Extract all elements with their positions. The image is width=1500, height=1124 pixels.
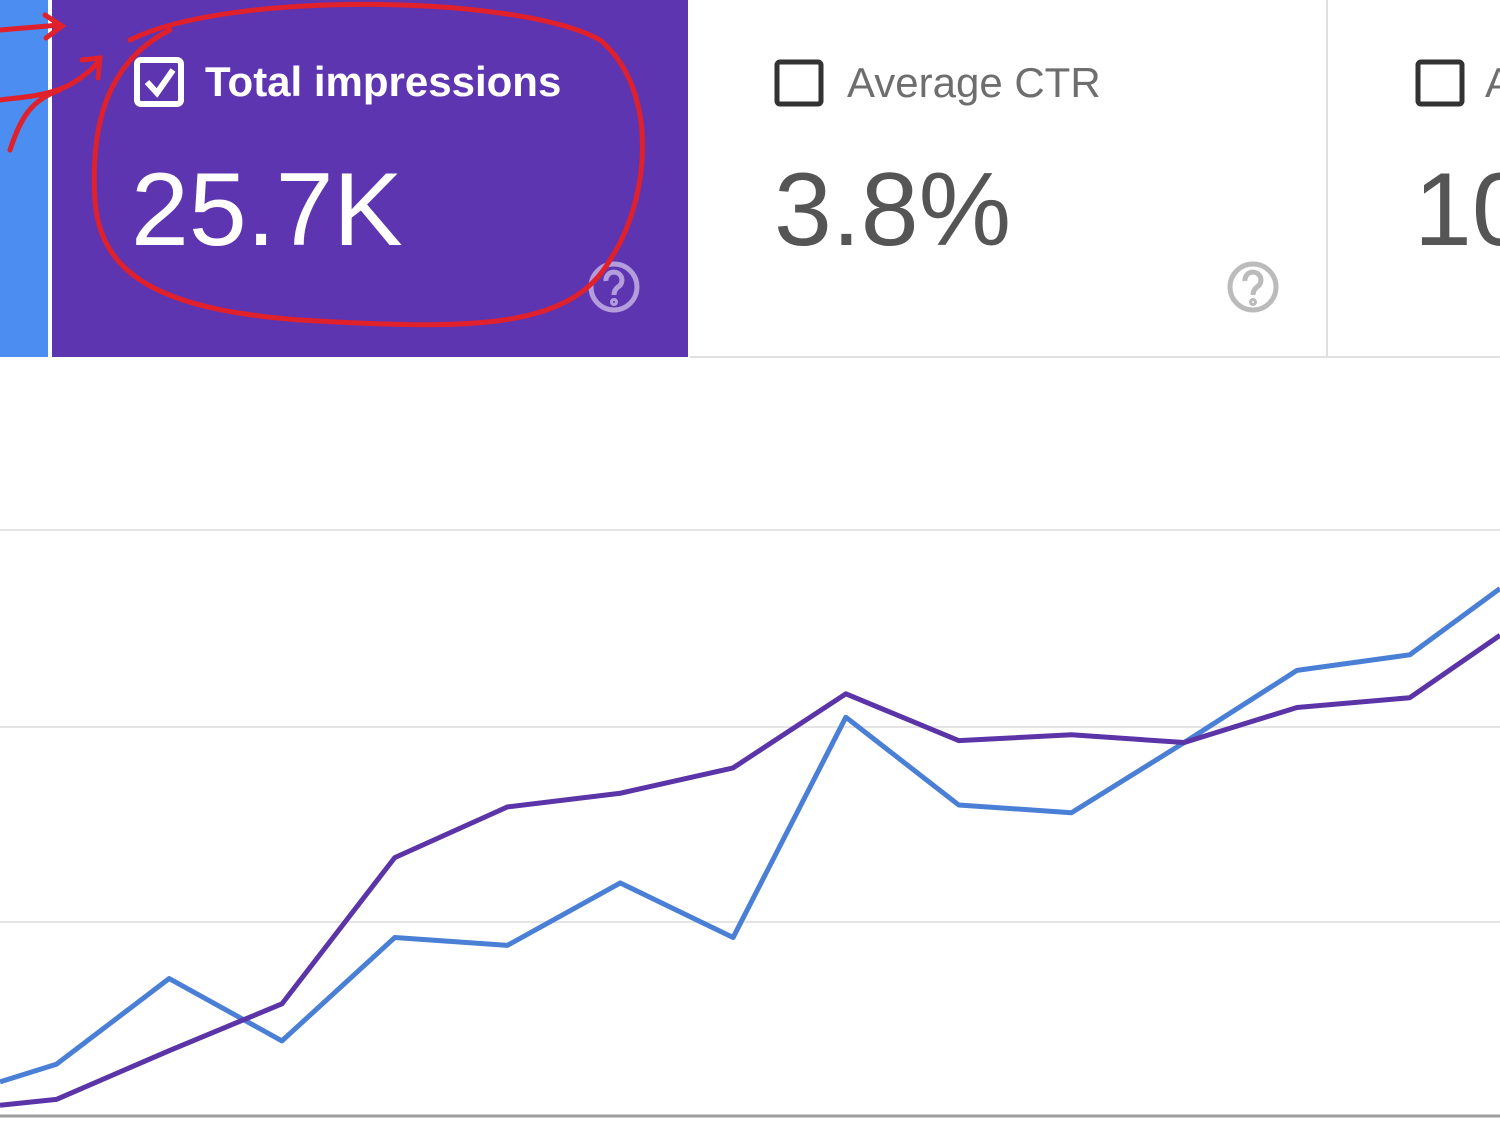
card-label: A xyxy=(1485,59,1500,106)
checkbox[interactable] xyxy=(1415,59,1465,107)
card-value: 3.8% xyxy=(774,152,1011,268)
grid xyxy=(0,529,1500,923)
help-icon[interactable] xyxy=(588,261,640,313)
clicks-card[interactable] xyxy=(0,0,48,357)
annotation xyxy=(0,1,645,328)
line-series xyxy=(0,633,1500,1108)
help-icon[interactable] xyxy=(1227,261,1279,313)
checkbox[interactable] xyxy=(774,59,824,107)
line-series xyxy=(0,586,1500,1085)
checkbox[interactable] xyxy=(134,57,184,107)
card-value: 25.7K xyxy=(131,152,403,268)
card-value: 10 xyxy=(1414,152,1500,268)
card-label: Average CTR xyxy=(847,59,1101,106)
card-label: Total impressions xyxy=(205,58,561,105)
